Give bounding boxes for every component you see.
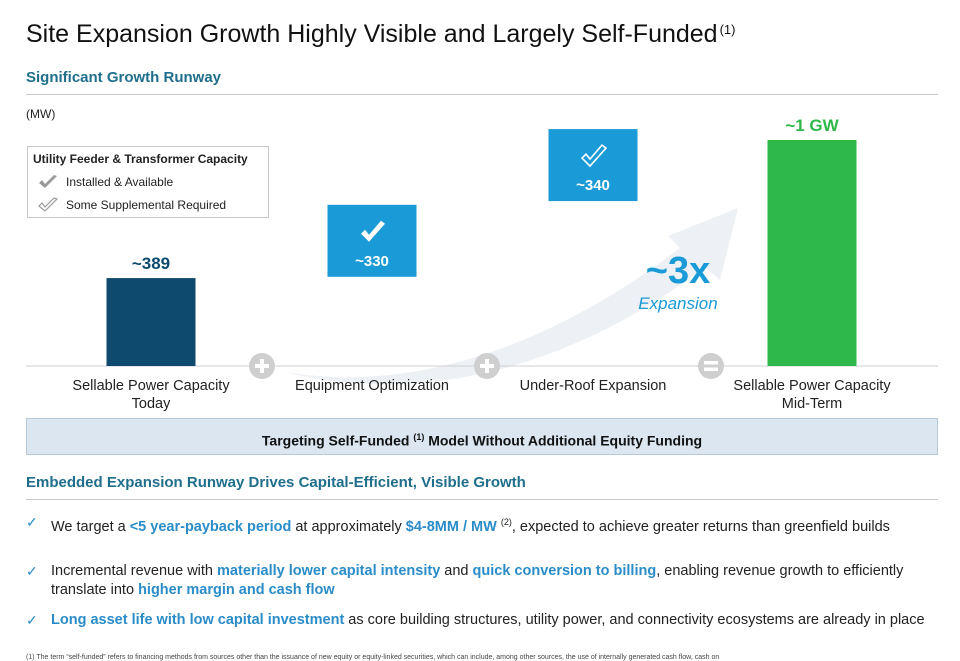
highlight-text: higher margin and cash flow <box>138 582 335 598</box>
checkmark-icon: ✓ <box>26 514 38 530</box>
bullet-text: Long asset life with low capital investm… <box>51 611 938 630</box>
section-heading-growth-runway: Significant Growth Runway <box>26 69 222 86</box>
bullet-fragment: , enabling revenue growth to efficiently… <box>51 563 904 598</box>
title-footnote-ref: (1) <box>719 22 736 37</box>
waterfall-chart: ~389 Sellable Power Capacity Today ~330 Equi… <box>26 116 938 412</box>
bar-value-label: ~330 <box>355 253 389 270</box>
footnote: (1) The term “self-funded” refers to fin… <box>26 654 720 661</box>
section-heading-embedded-expansion: Embedded Expansion Runway Drives Capital… <box>26 474 526 491</box>
bullet-fragment: at approximately <box>291 518 406 535</box>
equals-bar-top <box>704 361 718 365</box>
equals-icon <box>698 353 724 379</box>
bullet-asset-life: ✓ Long asset life with low capital invest… <box>26 611 938 651</box>
bullet-fragment: We target a <box>51 518 130 535</box>
category-label: Sellable Power Capacity <box>72 378 230 394</box>
bar-2 <box>327 204 417 277</box>
checkmark-icon: ✓ <box>26 612 38 628</box>
category-label: Sellable Power Capacity <box>733 378 891 394</box>
category-label: Mid-Term <box>782 396 842 412</box>
category-label: Today <box>132 396 171 412</box>
section-divider <box>26 94 938 95</box>
plus-bar-v <box>485 359 489 373</box>
checkmark-icon: ✓ <box>26 563 38 579</box>
check-outline-icon <box>580 143 608 168</box>
page-title: Site Expansion Growth Highly Visible and… <box>26 20 736 48</box>
check-solid-icon <box>361 220 385 242</box>
unit-label: (MW) <box>26 107 56 121</box>
check-solid-icon <box>39 175 57 188</box>
section-divider-2 <box>26 499 938 500</box>
legend-item-supplemental: Some Supplemental Required <box>38 197 226 213</box>
bullet-fragment: Incremental revenue with <box>51 563 218 579</box>
legend-box: Utility Feeder & Transformer Capacity In… <box>27 146 269 218</box>
legend-item-installed: Installed & Available <box>38 174 173 190</box>
bullet-fragment: and <box>440 563 473 579</box>
multiplier-label: Expansion <box>638 294 717 313</box>
bullet-fragment: as core building structures, utility pow… <box>344 612 925 628</box>
highlight-text: Long asset life with low capital investm… <box>51 612 345 628</box>
bullet-fragment: , expected to achieve greater returns th… <box>511 518 890 535</box>
bar-value-label: ~1 GW <box>785 116 839 135</box>
highlight-text: $4-8MM / MW <box>405 518 497 535</box>
highlight-text: materially lower capital intensity <box>217 563 441 579</box>
bullet-incremental-revenue: ✓ Incremental revenue with materially low… <box>26 562 938 602</box>
check-outline-icon <box>38 197 59 212</box>
category-label: Equipment Optimization <box>295 378 449 394</box>
bar-3 <box>548 129 638 202</box>
plus-bar-v <box>260 359 264 373</box>
category-label: Under-Roof Expansion <box>520 378 667 394</box>
bar-4 <box>767 140 857 366</box>
self-funded-banner: Targeting Self-Funded (1) Model Without … <box>26 418 938 455</box>
multiplier-value: ~3x <box>646 250 710 292</box>
highlight-text: quick conversion to billing <box>472 563 657 579</box>
bar-value-label: ~389 <box>132 254 170 273</box>
highlight-text: <5 year-payback period <box>129 518 292 535</box>
legend-title: Utility Feeder & Transformer Capacity <box>33 152 248 166</box>
equals-bar-bottom <box>704 367 718 371</box>
bullet-text: We target a <5 year-payback period at ap… <box>51 513 938 537</box>
bullet-text: Incremental revenue with materially lowe… <box>51 562 938 600</box>
footnote-ref: (2) <box>500 517 512 527</box>
banner-footnote-ref: (1) <box>413 432 425 442</box>
bullet-payback: ✓ We target a <5 year-payback period at a… <box>26 513 938 553</box>
bar-1 <box>106 278 196 366</box>
growth-arrow-shape <box>285 208 738 385</box>
bar-value-label: ~340 <box>576 177 610 194</box>
